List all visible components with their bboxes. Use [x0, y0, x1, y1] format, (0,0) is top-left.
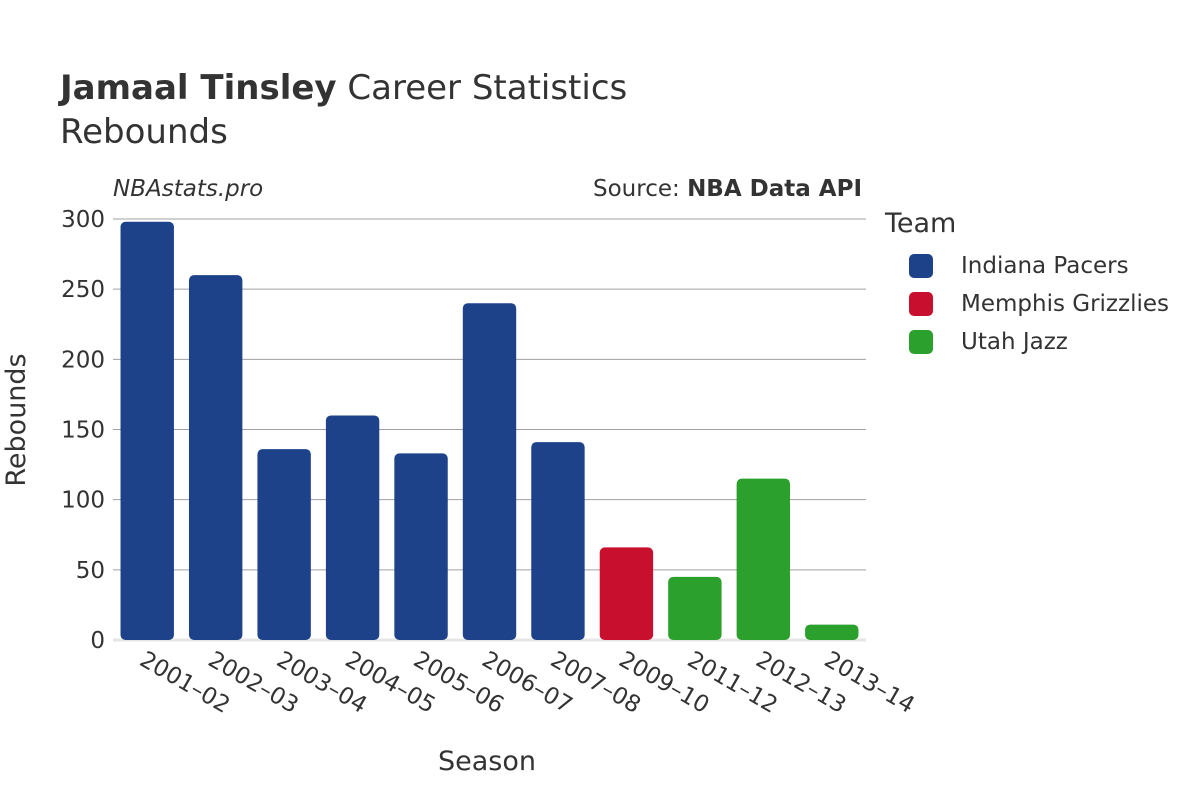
bar-2007–08 — [531, 442, 585, 640]
bar-2003–04 — [257, 449, 311, 640]
source-name: NBA Data API — [687, 176, 862, 202]
bar-2013–14 — [805, 624, 859, 640]
legend-item-indiana-pacers: Indiana Pacers — [909, 253, 1129, 279]
x-axis-label: Season — [438, 746, 536, 777]
bar-2006–07 — [462, 303, 517, 640]
bar-2009–10 — [599, 547, 654, 640]
y-tick-label: 0 — [90, 628, 105, 654]
legend-item-memphis-grizzlies: Memphis Grizzlies — [909, 291, 1169, 317]
legend-label: Memphis Grizzlies — [961, 291, 1169, 317]
y-tick-label: 200 — [61, 347, 105, 373]
legend-label: Utah Jazz — [961, 329, 1068, 355]
bars — [120, 221, 859, 640]
bar-2012–13 — [736, 478, 791, 640]
legend-swatch — [909, 292, 933, 316]
bar-2002–03 — [188, 275, 243, 640]
y-tick-label: 50 — [76, 558, 105, 584]
legend-title: Team — [885, 208, 957, 239]
chart-title: Jamaal Tinsley Career Statistics — [60, 66, 627, 110]
bar-2004–05 — [325, 415, 380, 640]
source-prefix: Source: — [593, 176, 688, 202]
bar-2005–06 — [394, 453, 448, 640]
y-tick-labels: 0 50 100 150 200 250 300 — [61, 207, 105, 654]
legend-swatch — [909, 254, 933, 278]
legend-swatch — [909, 330, 933, 354]
watermark: NBAstats.pro — [113, 176, 264, 202]
chart-subtitle: Rebounds — [60, 112, 228, 152]
bar-2011–12 — [668, 576, 722, 640]
bar-2001–02 — [120, 221, 174, 640]
y-axis-label: Rebounds — [1, 353, 32, 486]
player-name: Jamaal Tinsley — [60, 68, 337, 108]
legend-label: Indiana Pacers — [961, 253, 1129, 279]
y-tick-label: 250 — [61, 277, 105, 303]
legend-item-utah-jazz: Utah Jazz — [909, 329, 1068, 355]
y-tick-label: 300 — [61, 207, 105, 233]
title-rest: Career Statistics — [347, 68, 628, 108]
x-tick-labels: 2001–022002–032003–042004–052005–062006–… — [135, 647, 919, 719]
y-tick-label: 100 — [61, 488, 105, 514]
source-credit: Source: NBA Data API — [593, 176, 862, 202]
y-tick-label: 150 — [61, 418, 105, 444]
